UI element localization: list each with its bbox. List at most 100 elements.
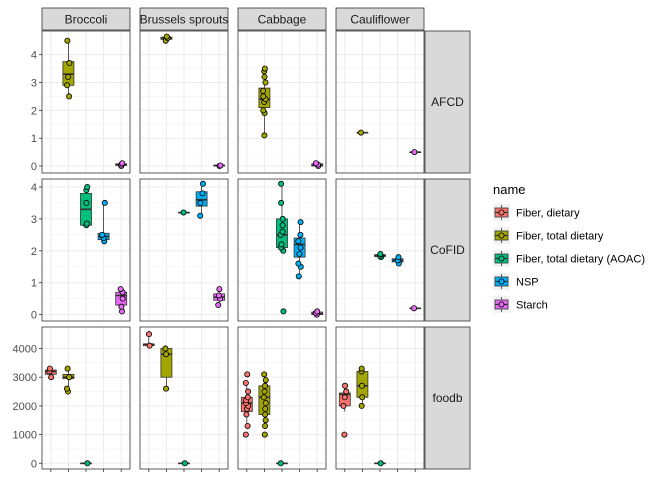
- legend-key-point: [498, 301, 505, 308]
- data-point: [146, 342, 153, 349]
- data-point: [244, 422, 251, 429]
- y-tick-label: 4000: [13, 344, 37, 356]
- y-tick-label: 1: [31, 133, 37, 145]
- y-tick-label: 2: [31, 246, 37, 258]
- data-point: [277, 460, 284, 467]
- data-point: [262, 79, 269, 86]
- data-point: [163, 351, 170, 358]
- data-point: [377, 250, 384, 257]
- y-tick-label: 4: [31, 50, 37, 62]
- data-point: [296, 250, 303, 257]
- box-fiber-dietary: [44, 365, 57, 381]
- strip-col-bg: [335, 7, 425, 31]
- box-fiber-total-dietary: [258, 65, 271, 139]
- panel-afcd-cabbage: [237, 30, 327, 174]
- box-starch: [311, 308, 324, 318]
- data-point: [181, 460, 188, 467]
- data-point: [278, 199, 285, 206]
- box-fiber-total-dietary-aoac: [374, 250, 386, 261]
- data-point: [119, 160, 126, 167]
- data-point: [197, 212, 204, 219]
- data-point: [395, 254, 402, 261]
- strip-col-label: Brussels sprouts: [140, 13, 229, 27]
- box-starch: [115, 160, 128, 170]
- y-tick-label: 2: [31, 105, 37, 117]
- y-tick-label: 0: [31, 458, 37, 470]
- data-point: [261, 431, 268, 438]
- panel-afcd-cauliflower: [335, 30, 425, 174]
- data-point: [243, 411, 250, 418]
- data-point: [83, 199, 90, 206]
- legend-label: NSP: [516, 277, 539, 289]
- panel-border: [335, 30, 425, 174]
- y-tick-label: 4: [31, 182, 37, 194]
- data-point: [314, 308, 321, 315]
- box-fiber-total-dietary: [258, 371, 271, 438]
- legend-label: Starch: [516, 300, 548, 312]
- data-point: [163, 385, 170, 392]
- strip-col-broccoli: Broccoli: [41, 7, 131, 31]
- data-point: [359, 394, 366, 401]
- y-tick-label: 3: [31, 214, 37, 226]
- strip-col-cabbage: Cabbage: [237, 7, 327, 31]
- box-fiber-total-dietary: [160, 345, 173, 392]
- data-point: [163, 33, 170, 40]
- data-point: [278, 180, 285, 187]
- data-point: [411, 149, 418, 156]
- data-point: [244, 371, 251, 378]
- panel-border: [139, 30, 229, 174]
- legend-key-point: [498, 209, 505, 216]
- panel-cofid-broccoli: [41, 178, 131, 322]
- panel-grid: [140, 179, 228, 321]
- data-point: [119, 295, 126, 302]
- data-point: [295, 238, 302, 245]
- data-point: [199, 190, 206, 197]
- panel-border: [41, 178, 131, 322]
- data-point: [260, 107, 267, 114]
- legend-key-point: [498, 232, 505, 239]
- box-fiber-total-dietary-aoac: [178, 209, 190, 216]
- data-point: [63, 385, 70, 392]
- data-point: [262, 417, 269, 424]
- data-point: [84, 183, 91, 190]
- strip-col-label: Broccoli: [65, 13, 108, 27]
- data-point: [118, 303, 125, 310]
- box-fiber-dietary: [142, 331, 155, 349]
- data-point: [65, 73, 72, 80]
- data-point: [343, 388, 350, 395]
- data-point: [66, 93, 73, 100]
- box-fiber-total-dietary-aoac: [276, 180, 288, 315]
- panel-cofid-cabbage: [237, 178, 327, 322]
- legend-key-point: [498, 278, 505, 285]
- y-tick-label: 1000: [13, 430, 37, 442]
- box-fiber-total-dietary-aoac: [374, 460, 386, 467]
- box-starch: [115, 286, 128, 315]
- legend-entry-fiber-total-dietary-aoac: Fiber, total dietary (AOAC): [493, 250, 645, 267]
- data-point: [280, 308, 287, 315]
- y-axis-foodb: 0 1000 2000 3000 4000: [13, 344, 42, 470]
- box-fiber-total-dietary: [356, 129, 369, 136]
- panel-grid: [42, 31, 130, 173]
- data-point: [262, 382, 269, 389]
- box-starch: [213, 162, 226, 170]
- y-axis-cofid: 0 1 2 3 4: [31, 182, 42, 322]
- x-axis-broccoli: [50, 469, 122, 472]
- legend-label: Fiber, total dietary (AOAC): [516, 254, 645, 266]
- data-point: [64, 82, 71, 89]
- box-fiber-total-dietary: [62, 365, 75, 395]
- data-point: [340, 402, 347, 409]
- data-point: [242, 431, 249, 438]
- data-point: [64, 365, 71, 372]
- box-fiber-total-dietary: [356, 365, 369, 409]
- data-point: [295, 273, 302, 280]
- panel-afcd-brussels-sprouts: [139, 30, 229, 174]
- panel-foodb-brussels-sprouts: [139, 326, 229, 472]
- strip-row-foodb: foodb: [424, 326, 471, 470]
- data-point: [66, 374, 73, 381]
- strip-col-label: Cabbage: [258, 13, 307, 27]
- data-point: [66, 60, 73, 67]
- strip-col-label: Cauliflower: [350, 13, 409, 27]
- panel-grid: [336, 31, 424, 173]
- panel-grid: [336, 179, 424, 321]
